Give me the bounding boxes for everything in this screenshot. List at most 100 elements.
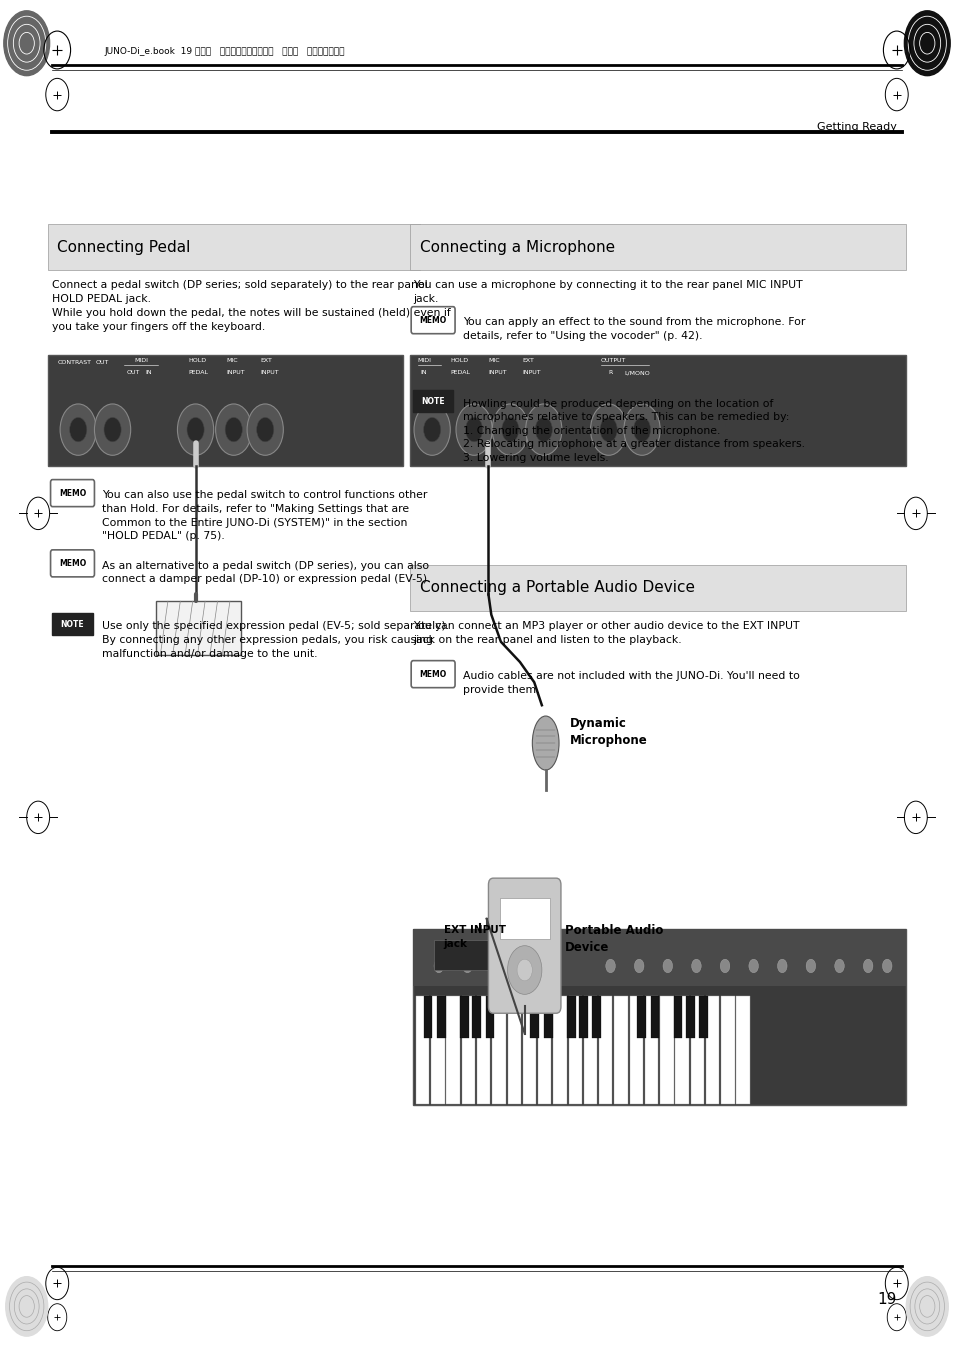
Circle shape: [434, 959, 443, 973]
FancyBboxPatch shape: [413, 929, 905, 986]
Text: Getting Ready: Getting Ready: [816, 122, 896, 131]
Circle shape: [501, 417, 518, 442]
FancyBboxPatch shape: [690, 996, 703, 1104]
Text: HOLD: HOLD: [450, 358, 468, 363]
Text: Connecting Pedal: Connecting Pedal: [57, 239, 191, 255]
Circle shape: [605, 959, 615, 973]
FancyBboxPatch shape: [48, 224, 419, 270]
Text: EXT: EXT: [522, 358, 534, 363]
Text: Howling could be produced depending on the location of
microphones relative to s: Howling could be produced depending on t…: [462, 399, 803, 463]
Circle shape: [590, 404, 626, 455]
Text: IN: IN: [420, 370, 427, 376]
Circle shape: [491, 959, 500, 973]
Text: As an alternative to a pedal switch (DP series), you can also
connect a damper p: As an alternative to a pedal switch (DP …: [102, 561, 430, 584]
Text: MEMO: MEMO: [59, 559, 86, 567]
Circle shape: [423, 417, 440, 442]
FancyBboxPatch shape: [507, 996, 520, 1104]
FancyBboxPatch shape: [568, 996, 581, 1104]
Circle shape: [748, 959, 758, 973]
Circle shape: [70, 417, 87, 442]
Text: INPUT: INPUT: [522, 370, 541, 376]
Circle shape: [177, 404, 213, 455]
FancyBboxPatch shape: [644, 996, 658, 1104]
FancyBboxPatch shape: [461, 996, 475, 1104]
Circle shape: [525, 404, 561, 455]
Text: MEMO: MEMO: [419, 316, 446, 324]
Circle shape: [903, 11, 949, 76]
FancyBboxPatch shape: [578, 996, 587, 1038]
Circle shape: [225, 417, 242, 442]
Circle shape: [777, 959, 786, 973]
Circle shape: [456, 404, 492, 455]
FancyBboxPatch shape: [583, 996, 597, 1104]
FancyBboxPatch shape: [530, 996, 538, 1038]
Circle shape: [517, 959, 532, 981]
FancyBboxPatch shape: [413, 390, 453, 412]
FancyBboxPatch shape: [476, 996, 490, 1104]
Circle shape: [187, 417, 204, 442]
Text: INPUT: INPUT: [488, 370, 507, 376]
Text: Dynamic
Microphone: Dynamic Microphone: [569, 717, 646, 747]
Circle shape: [6, 1277, 48, 1336]
Text: NOTE: NOTE: [61, 620, 84, 628]
Text: Connecting a Microphone: Connecting a Microphone: [419, 239, 615, 255]
FancyBboxPatch shape: [411, 661, 455, 688]
FancyBboxPatch shape: [459, 996, 468, 1038]
Text: INPUT: INPUT: [226, 370, 245, 376]
Text: CONTRAST: CONTRAST: [57, 359, 91, 365]
FancyBboxPatch shape: [472, 996, 480, 1038]
Circle shape: [519, 959, 529, 973]
Circle shape: [548, 959, 558, 973]
FancyBboxPatch shape: [411, 307, 455, 334]
Circle shape: [633, 417, 650, 442]
Circle shape: [215, 404, 252, 455]
FancyBboxPatch shape: [614, 996, 627, 1104]
FancyBboxPatch shape: [492, 996, 505, 1104]
FancyBboxPatch shape: [659, 996, 673, 1104]
Text: Connect a pedal switch (DP series; sold separately) to the rear panel
HOLD PEDAL: Connect a pedal switch (DP series; sold …: [52, 280, 428, 304]
Circle shape: [882, 959, 891, 973]
Text: EXT: EXT: [260, 358, 272, 363]
FancyBboxPatch shape: [592, 996, 600, 1038]
Text: Use only the specified expression pedal (EV-5; sold separately).
By connecting a: Use only the specified expression pedal …: [102, 621, 449, 659]
Circle shape: [634, 959, 643, 973]
Text: INPUT: INPUT: [260, 370, 279, 376]
FancyBboxPatch shape: [436, 996, 445, 1038]
Text: OUT: OUT: [95, 359, 109, 365]
FancyBboxPatch shape: [48, 355, 402, 466]
FancyBboxPatch shape: [537, 996, 551, 1104]
Ellipse shape: [532, 716, 558, 770]
Circle shape: [492, 404, 528, 455]
Text: L/MONO: L/MONO: [623, 370, 649, 376]
FancyBboxPatch shape: [673, 996, 681, 1038]
Text: MIDI: MIDI: [134, 358, 148, 363]
FancyBboxPatch shape: [675, 996, 688, 1104]
Text: MEMO: MEMO: [59, 489, 86, 497]
Circle shape: [535, 417, 552, 442]
FancyBboxPatch shape: [485, 996, 494, 1038]
Circle shape: [662, 959, 672, 973]
Text: MEMO: MEMO: [419, 670, 446, 678]
FancyBboxPatch shape: [650, 996, 659, 1038]
Text: While you hold down the pedal, the notes will be sustained (held) even if
you ta: While you hold down the pedal, the notes…: [52, 308, 451, 332]
FancyBboxPatch shape: [52, 613, 92, 635]
FancyBboxPatch shape: [720, 996, 734, 1104]
FancyBboxPatch shape: [699, 996, 707, 1038]
Circle shape: [834, 959, 843, 973]
Circle shape: [599, 417, 617, 442]
Text: PEDAL: PEDAL: [188, 370, 208, 376]
Circle shape: [60, 404, 96, 455]
Text: 19: 19: [877, 1292, 896, 1308]
FancyBboxPatch shape: [566, 996, 575, 1038]
FancyBboxPatch shape: [499, 898, 549, 939]
FancyBboxPatch shape: [488, 878, 560, 1013]
FancyBboxPatch shape: [410, 355, 905, 466]
Circle shape: [256, 417, 274, 442]
Circle shape: [720, 959, 729, 973]
FancyBboxPatch shape: [51, 550, 94, 577]
Text: JUNO-Di_e.book  19 ページ   ２００９年６月２２日   月曜日   午前９時２３分: JUNO-Di_e.book 19 ページ ２００９年６月２２日 月曜日 午前９…: [105, 47, 345, 55]
Circle shape: [104, 417, 121, 442]
FancyBboxPatch shape: [522, 996, 536, 1104]
Text: NOTE: NOTE: [421, 397, 444, 405]
FancyBboxPatch shape: [155, 601, 241, 655]
